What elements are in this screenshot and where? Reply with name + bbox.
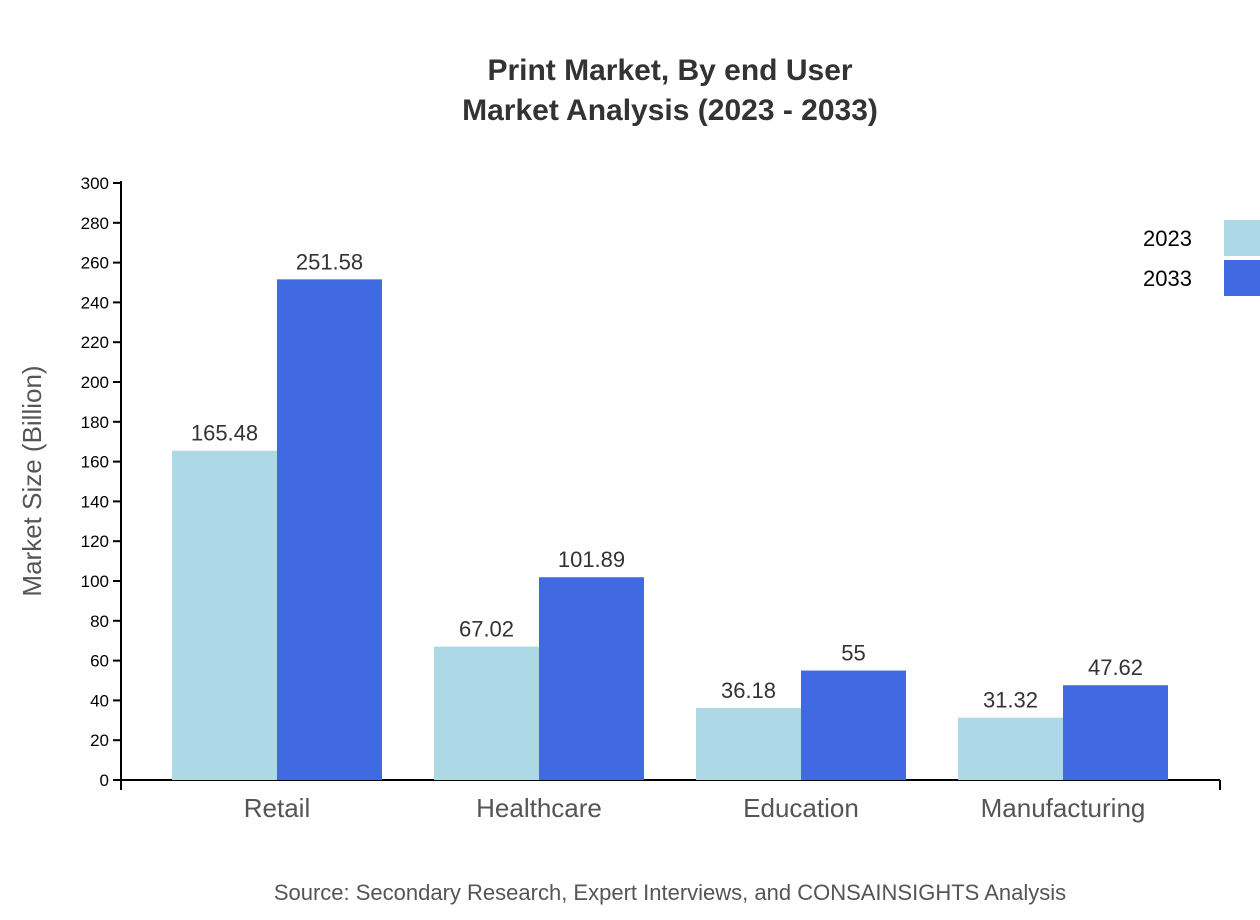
data-label: 251.58 xyxy=(296,249,363,274)
y-tick-label: 260 xyxy=(81,254,109,273)
legend: 2023 2033 xyxy=(1143,220,1260,296)
y-tick-label: 100 xyxy=(81,572,109,591)
y-tick-label: 20 xyxy=(90,731,109,750)
data-label: 67.02 xyxy=(459,617,514,642)
y-tick-label: 200 xyxy=(81,373,109,392)
y-tick-label: 300 xyxy=(81,174,109,193)
y-tick-label: 160 xyxy=(81,453,109,472)
y-tick-label: 40 xyxy=(90,691,109,710)
legend-label: 2023 xyxy=(1143,226,1192,251)
bar-2023-manufacturing xyxy=(958,717,1063,780)
data-label: 165.48 xyxy=(191,421,258,446)
y-tick-label: 180 xyxy=(81,413,109,432)
legend-swatch xyxy=(1224,220,1260,256)
source-note: Source: Secondary Research, Expert Inter… xyxy=(274,880,1066,905)
data-label: 55 xyxy=(841,641,865,666)
data-label: 36.18 xyxy=(721,678,776,703)
y-tick-label: 240 xyxy=(81,293,109,312)
bar-2023-healthcare xyxy=(434,646,539,780)
legend-label: 2033 xyxy=(1143,266,1192,291)
bar-2033-healthcare xyxy=(539,577,644,780)
x-tick-label: Retail xyxy=(244,793,310,823)
y-tick-label: 220 xyxy=(81,333,109,352)
legend-swatch xyxy=(1224,260,1260,296)
x-tick-label: Education xyxy=(743,793,859,823)
data-label: 31.32 xyxy=(983,688,1038,713)
bar-2033-education xyxy=(801,670,906,780)
y-tick-label: 120 xyxy=(81,532,109,551)
chart-title: Print Market, By end User xyxy=(487,54,852,87)
bar-2023-retail xyxy=(172,450,277,780)
data-label: 101.89 xyxy=(558,547,625,572)
data-label: 47.62 xyxy=(1088,655,1143,680)
bar-2033-retail xyxy=(277,279,382,780)
y-tick-label: 140 xyxy=(81,492,109,511)
y-tick-label: 60 xyxy=(90,652,109,671)
bars: 165.48 251.58 67.02 101.89 36.18 55 31.32 47.62 xyxy=(172,249,1168,780)
x-tick-label: Healthcare xyxy=(476,793,602,823)
chart-subtitle: Market Analysis (2023 - 2033) xyxy=(462,94,878,127)
y-tick-label: 280 xyxy=(81,214,109,233)
bar-2023-education xyxy=(696,708,801,780)
y-tick-label: 0 xyxy=(100,771,109,790)
y-tick-label: 80 xyxy=(90,612,109,631)
x-axis: Retail Healthcare Education Manufacturing xyxy=(120,779,1221,823)
y-axis: 0 20 40 60 80 100 120 140 160 180 200 220 240 260 280 3… xyxy=(81,174,122,790)
x-tick-label: Manufacturing xyxy=(981,793,1146,823)
y-axis-label: Market Size (Billion) xyxy=(17,365,47,596)
bar-2033-manufacturing xyxy=(1063,685,1168,780)
